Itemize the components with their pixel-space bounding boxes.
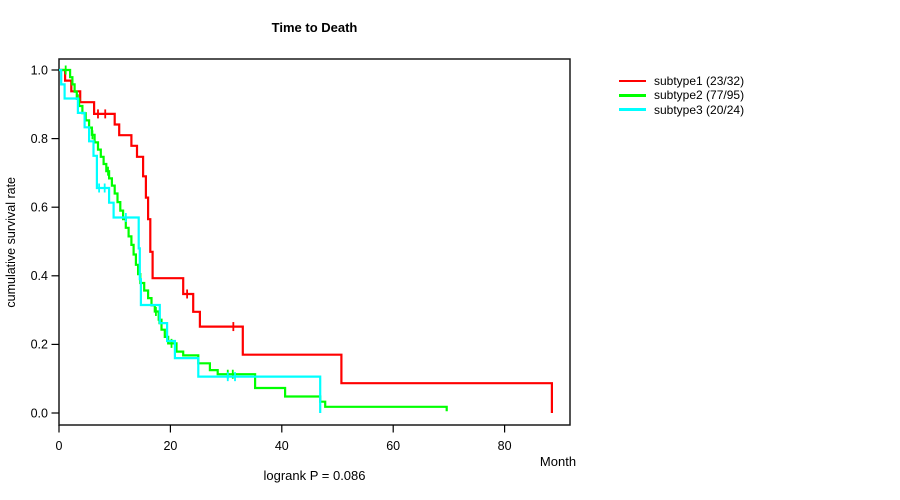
legend-item: subtype1 (23/32)	[619, 74, 744, 88]
series-subtype1	[59, 68, 553, 413]
km-step-curve	[59, 68, 322, 413]
legend-item: subtype3 (20/24)	[619, 103, 744, 117]
legend-label: subtype1 (23/32)	[654, 74, 745, 88]
km-step-curve	[59, 68, 448, 412]
x-tick-label: 20	[163, 439, 177, 453]
axes: 0.0 0.2 0.4 0.6 0.8 1.0 0 20 40 60 80 Month	[31, 63, 576, 469]
y-axis-title-text: cumulative survival rate	[4, 176, 18, 308]
series-subtype3	[59, 68, 322, 413]
legend-line-swatch	[619, 79, 646, 83]
chart-title: Time to Death	[271, 20, 358, 35]
y-tick-label: 1.0	[31, 63, 48, 77]
legend-label: subtype2 (77/95)	[654, 88, 745, 103]
legend-label: subtype3 (20/24)	[654, 102, 745, 117]
survival-curves	[59, 65, 553, 413]
legend-line-swatch	[619, 94, 646, 97]
y-tick-label: 0.0	[31, 406, 48, 420]
legend-line-swatch	[619, 108, 646, 112]
y-tick-label: 0.8	[31, 132, 48, 146]
y-tick-label: 0.2	[31, 338, 48, 352]
x-tick-label: 80	[498, 439, 512, 453]
y-tick-label: 0.6	[31, 201, 48, 215]
x-tick-label: 0	[56, 439, 63, 453]
legend-item: subtype2 (77/95)	[619, 88, 744, 102]
x-axis-title: Month	[540, 454, 576, 469]
legend: subtype1 (23/32) subtype2 (77/95) subtype3…	[619, 74, 744, 117]
x-tick-label: 40	[275, 439, 289, 453]
plot-frame	[58, 58, 571, 426]
x-tick-label: 60	[386, 439, 400, 453]
y-tick-label: 0.4	[31, 269, 48, 283]
km-step-curve	[59, 68, 553, 413]
y-axis-title: cumulative survival rate	[2, 59, 20, 425]
logrank-annotation: logrank P = 0.086	[263, 468, 366, 483]
series-subtype2	[59, 65, 448, 412]
